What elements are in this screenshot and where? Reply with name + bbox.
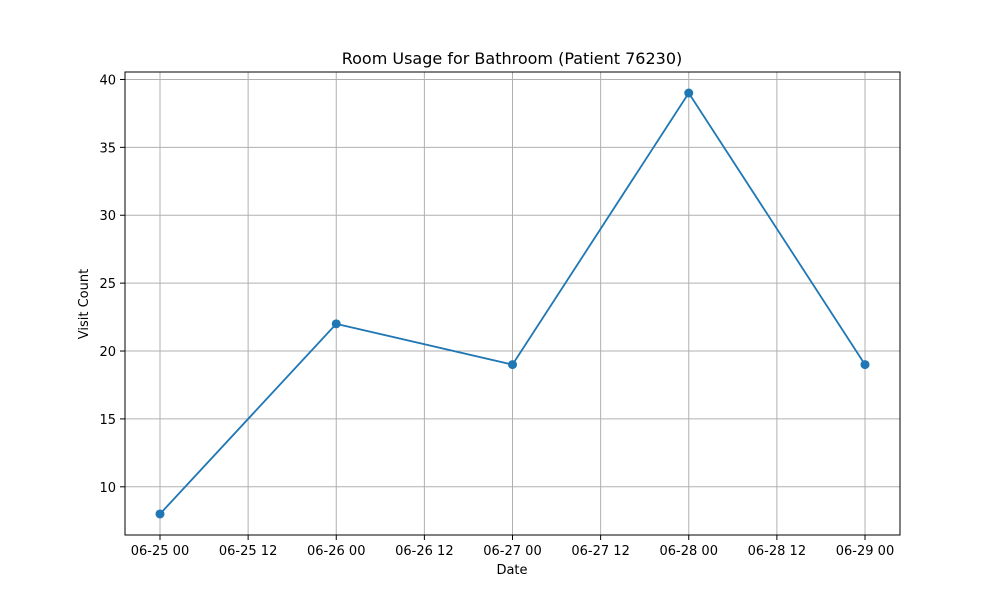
y-tick-label: 25 [99,277,116,292]
y-axis-title: Visit Count [77,269,92,339]
y-tick-label: 30 [99,209,116,224]
y-tick-label: 20 [99,345,116,360]
y-tick-label: 15 [99,413,116,428]
x-tick-label: 06-27 12 [571,544,629,559]
data-point [860,360,870,370]
data-point [155,509,165,519]
x-tick-label: 06-26 12 [395,544,453,559]
x-axis-title: Date [496,563,527,578]
y-tick-label: 40 [99,73,116,88]
x-tick-label: 06-28 00 [660,544,718,559]
data-point [508,360,517,370]
x-tick-label: 06-26 00 [307,544,365,559]
y-tick-label: 35 [99,141,116,156]
data-point [684,88,694,98]
series-layer [155,88,870,519]
axis-ticks: 06-25 00 06-25 12 06-26 00 06-26 12 06-27 00… [99,73,894,559]
data-point [331,319,341,329]
grid [125,72,900,535]
x-tick-label: 06-27 00 [483,544,541,559]
chart-title: Room Usage for Bathroom (Patient 76230) [342,49,683,68]
x-tick-label: 06-25 12 [219,544,277,559]
x-tick-label: 06-28 12 [748,544,806,559]
y-tick-label: 10 [99,481,116,496]
x-tick-label: 06-25 00 [131,544,189,559]
x-tick-label: 06-29 00 [836,544,894,559]
